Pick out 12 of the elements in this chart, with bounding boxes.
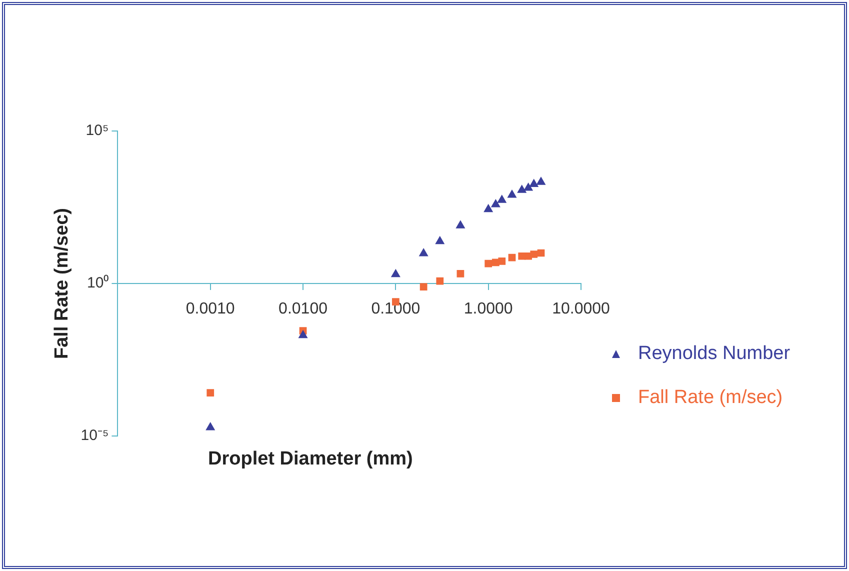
x-axis-title: Droplet Diameter (mm) — [208, 448, 413, 470]
x-tick-label: 1.0000 — [464, 300, 513, 318]
legend-label: Reynolds Number — [638, 343, 790, 365]
y-tick-label: 10⁻⁵ — [80, 427, 109, 444]
y-tick-label: 10⁰ — [87, 274, 109, 292]
legend-label: Fall Rate (m/sec) — [638, 387, 783, 409]
x-tick-label: 10.0000 — [552, 300, 610, 318]
x-tick-label: 0.1000 — [371, 300, 420, 318]
y-tick-label: 10⁵ — [86, 122, 109, 140]
x-tick-label: 0.0010 — [186, 300, 235, 318]
x-tick-label: 0.0100 — [278, 300, 328, 318]
y-axis-title: Fall Rate (m/sec) — [52, 208, 73, 359]
